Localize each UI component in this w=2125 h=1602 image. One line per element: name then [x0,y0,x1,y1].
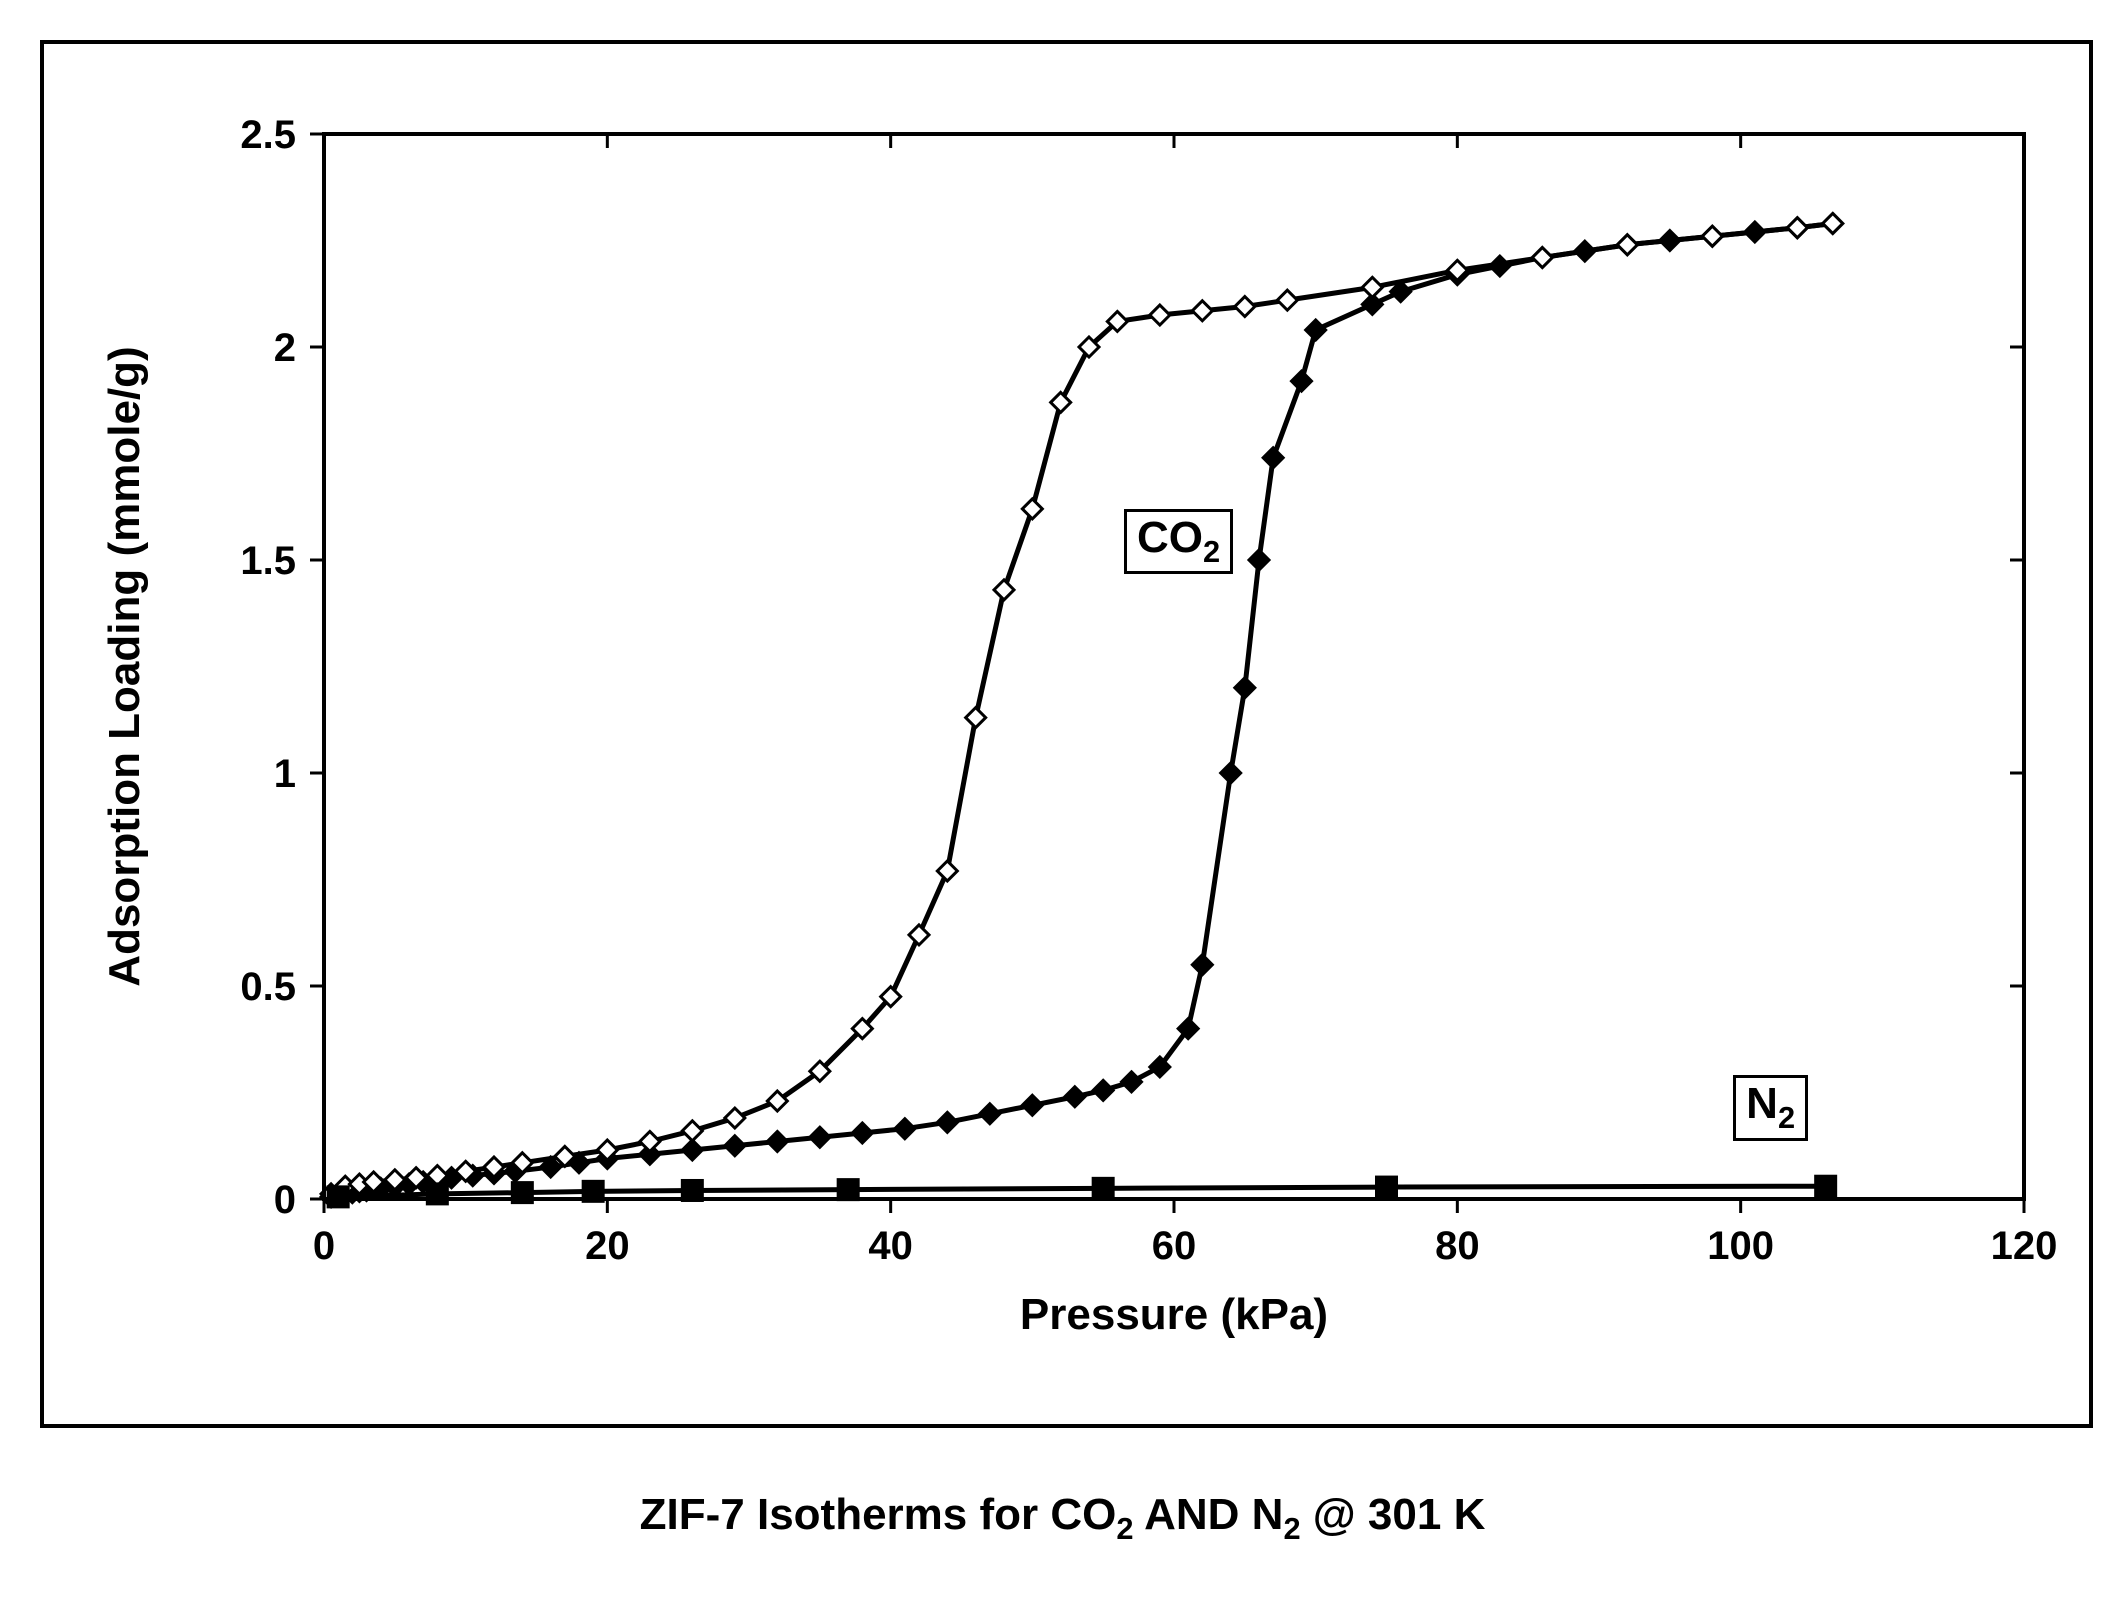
chart-frame: 0 20 40 60 80 100 120 0 0.5 1 1.5 2 2.5 Pressure (kPa… [40,40,2093,1428]
svg-text:80: 80 [1435,1224,1480,1268]
svg-text:0: 0 [313,1224,335,1268]
page-root: 0 20 40 60 80 100 120 0 0.5 1 1.5 2 2.5 Pressure (kPa… [0,0,2125,1602]
caption-sub-1: 2 [1116,1511,1133,1546]
figure-caption: ZIF-7 Isotherms for CO2 AND N2 @ 301 K [0,1490,2125,1547]
series-annotation-label: N2 [1733,1075,1808,1141]
svg-text:20: 20 [585,1224,630,1268]
svg-text:100: 100 [1707,1224,1774,1268]
svg-text:Adsorption Loading (mmole/g): Adsorption Loading (mmole/g) [100,346,149,986]
svg-text:1.5: 1.5 [240,539,296,583]
svg-text:0: 0 [274,1178,296,1222]
svg-text:1: 1 [274,752,296,796]
caption-text-2: AND N [1134,1490,1284,1539]
caption-text-1: ZIF-7 Isotherms for CO [640,1490,1117,1539]
svg-text:120: 120 [1991,1224,2058,1268]
chart-svg: 0 20 40 60 80 100 120 0 0.5 1 1.5 2 2.5 Pressure (kPa… [44,44,2089,1424]
caption-sub-2: 2 [1283,1511,1300,1546]
svg-text:Pressure (kPa): Pressure (kPa) [1020,1290,1328,1339]
svg-text:0.5: 0.5 [240,965,296,1009]
svg-text:2.5: 2.5 [240,113,296,157]
caption-text-3: @ 301 K [1301,1490,1486,1539]
series-annotation-label: CO2 [1124,509,1233,575]
svg-text:60: 60 [1152,1224,1197,1268]
svg-text:40: 40 [868,1224,913,1268]
svg-text:2: 2 [274,326,296,370]
